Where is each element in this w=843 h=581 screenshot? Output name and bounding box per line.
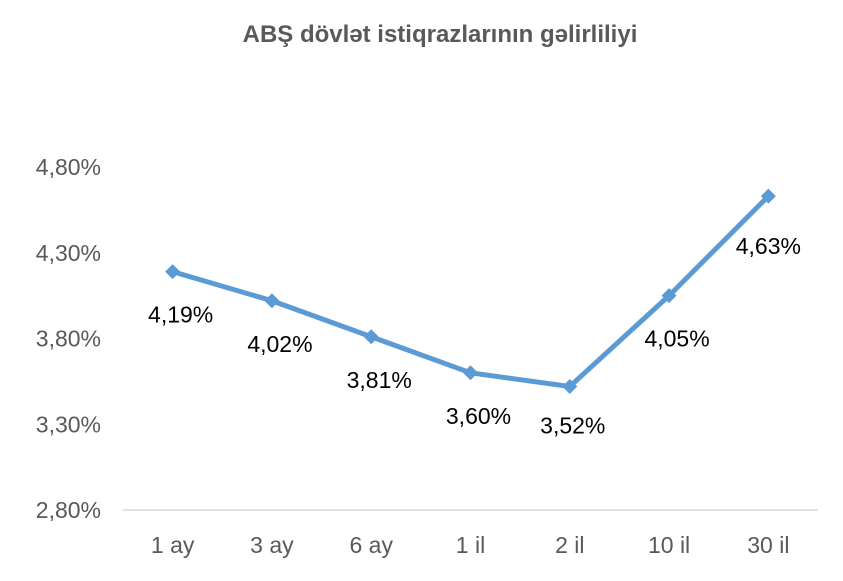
data-point-marker bbox=[661, 288, 677, 304]
series-layer bbox=[165, 188, 776, 395]
data-label: 3,60% bbox=[446, 403, 511, 429]
data-label: 4,02% bbox=[247, 331, 312, 357]
x-tick-label: 6 ay bbox=[349, 532, 393, 558]
data-label: 3,52% bbox=[540, 413, 605, 439]
x-tick-label: 2 il bbox=[555, 532, 584, 558]
chart-title: ABŞ dövlət istiqrazlarının gəlirliliyi bbox=[243, 21, 638, 48]
data-label: 4,05% bbox=[644, 326, 709, 352]
data-point-marker bbox=[363, 329, 379, 345]
data-point-marker bbox=[264, 293, 280, 309]
data-point-marker bbox=[562, 379, 578, 395]
data-label: 4,63% bbox=[736, 233, 801, 259]
y-tick-label: 4,80% bbox=[36, 154, 101, 180]
data-point-marker bbox=[463, 365, 478, 381]
series-line bbox=[170, 193, 771, 390]
x-tick-label: 3 ay bbox=[250, 532, 294, 558]
y-tick-label: 4,30% bbox=[36, 240, 101, 266]
data-labels: 4,19% 4,02% 3,81% 3,60% 3,52% 4,05% 4,63% bbox=[148, 233, 801, 438]
y-tick-label: 2,80% bbox=[36, 497, 101, 523]
data-point-marker bbox=[165, 264, 181, 280]
y-tick-label: 3,30% bbox=[36, 411, 101, 437]
x-tick-label: 10 il bbox=[648, 532, 690, 558]
data-label: 4,19% bbox=[148, 302, 213, 328]
data-point-marker bbox=[760, 188, 776, 204]
x-tick-label: 1 il bbox=[456, 532, 485, 558]
x-tick-label: 30 il bbox=[747, 532, 789, 558]
data-label: 3,81% bbox=[347, 367, 412, 393]
axes: 2,80% 3,30% 3,80% 4,30% 4,80% 1 ay 3 ay 6 ay 1 i… bbox=[36, 154, 818, 558]
x-tick-label: 1 ay bbox=[151, 532, 195, 558]
y-tick-label: 3,80% bbox=[36, 326, 101, 352]
